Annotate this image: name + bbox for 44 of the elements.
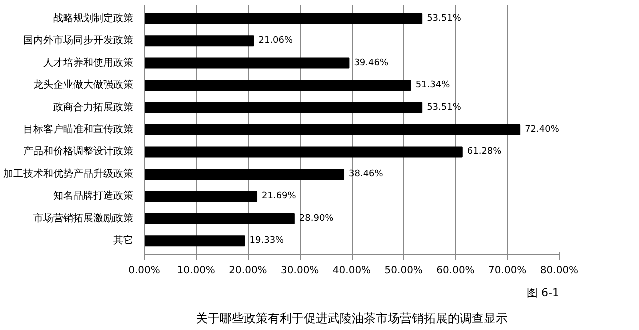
y-tick-label: 人才培养和使用政策 [44, 56, 134, 69]
x-tick-label: 0.00% [128, 266, 160, 276]
bar [144, 236, 246, 247]
y-tick-label: 战略规划制定政策 [54, 12, 134, 24]
bar [144, 168, 345, 180]
y-tick-label: 加工技术和优势产品升级政策 [4, 168, 134, 180]
bar [144, 191, 258, 202]
data-label: 21.06% [258, 36, 294, 46]
bar [144, 213, 295, 224]
x-tick-label: 70.00% [488, 266, 527, 276]
data-label: 39.46% [354, 58, 389, 68]
bar [144, 80, 412, 92]
data-label: 19.33% [250, 236, 285, 246]
data-label: 38.46% [349, 169, 384, 180]
x-tick-label: 10.00% [177, 266, 216, 276]
bar [144, 102, 423, 114]
bar [144, 58, 350, 69]
x-tick-label: 50.00% [384, 266, 423, 276]
y-tick-label: 其它 [114, 234, 134, 247]
y-tick-label: 政商合力拓展政策 [54, 101, 134, 114]
caption: 图 6-1 [527, 286, 560, 300]
x-tick-label: 60.00% [436, 266, 475, 276]
text: 关于哪些政策有利于促进武陵油茶市场营销拓展的调查显示 [196, 312, 508, 326]
data-label: 28.90% [299, 214, 334, 224]
x-tick-label: 30.00% [281, 266, 320, 276]
y-tick-label: 市场营销拓展激励政策 [34, 212, 134, 224]
data-label: 61.28% [467, 147, 502, 158]
bar [144, 124, 521, 136]
y-tick-label: 目标客户瞄准和宣传政策 [24, 124, 134, 136]
y-tick-label: 国内外市场同步开发政策 [24, 34, 134, 47]
y-tick-label: 知名品牌打造政策 [54, 190, 134, 202]
y-tick-label: 产品和价格调整设计政策 [24, 146, 134, 158]
bar [144, 146, 463, 158]
bar [144, 36, 254, 47]
data-label: 72.40% [525, 125, 560, 135]
x-tick-label: 40.00% [332, 266, 372, 276]
data-label: 51.34% [416, 80, 451, 91]
data-label: 53.51% [427, 102, 462, 113]
x-tick-label: 80.00% [540, 266, 579, 276]
y-tick-label: 龙头企业做大做强政策 [34, 79, 134, 92]
x-tick-label: 20.00% [229, 266, 268, 276]
data-label: 53.51% [427, 14, 462, 24]
data-label: 21.69% [262, 192, 297, 202]
bar [144, 13, 423, 24]
